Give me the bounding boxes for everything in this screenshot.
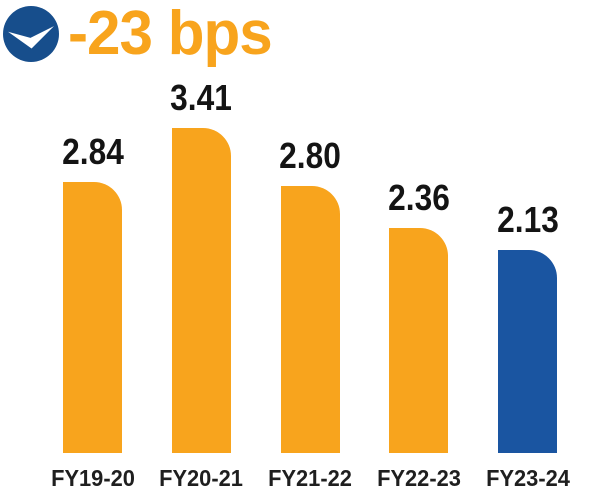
bar	[498, 250, 558, 453]
bar-category-label: FY22-23	[376, 465, 461, 491]
bar-category-label: FY23-24	[485, 465, 570, 491]
icon-circle	[3, 6, 59, 62]
bar-category-label: FY19-20	[50, 465, 135, 491]
bar-value-label: 2.84	[61, 131, 124, 172]
chart-header: -23 bps	[3, 2, 278, 66]
bar	[63, 182, 122, 453]
bar-value-label: 2.36	[388, 177, 450, 218]
bar	[389, 228, 449, 453]
bar-value-label: 2.13	[496, 199, 559, 240]
bar-value-label: 2.80	[279, 135, 341, 176]
chart-title: -23 bps	[68, 0, 273, 68]
bar-category-label: FY21-22	[268, 465, 352, 491]
bar	[280, 186, 340, 453]
down-arrow-glyph	[8, 26, 54, 49]
circle-down-arrow-icon	[3, 6, 59, 62]
bar-value-label: 3.41	[170, 77, 233, 118]
bar	[171, 128, 231, 453]
bar-category-label: FY20-21	[159, 465, 244, 491]
